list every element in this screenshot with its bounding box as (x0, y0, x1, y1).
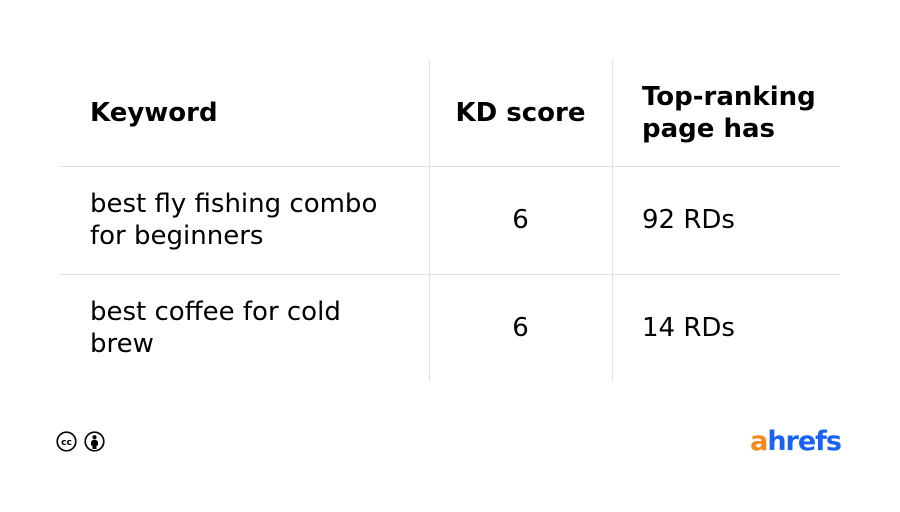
ahrefs-logo: ahrefs (750, 426, 842, 457)
ahrefs-logo-a: a (750, 426, 768, 457)
cc-icon: cc (56, 431, 77, 452)
column-header-kd-score: KD score (429, 60, 612, 166)
table-row-1-kd-score-cell: 6 (429, 166, 612, 274)
svg-text:cc: cc (61, 437, 72, 448)
column-header-top-ranking: Top-ranking page has (612, 60, 840, 166)
kd-score-value: 6 (512, 205, 529, 235)
kd-score-value: 6 (512, 312, 529, 343)
rds-value: 92 RDs (642, 205, 735, 235)
attribution-icon (84, 431, 105, 452)
table-row-2-kd-score-cell: 6 (429, 274, 612, 381)
column-header-kd-score-label: KD score (455, 98, 586, 128)
column-divider (428, 60, 430, 381)
row-divider (60, 165, 840, 167)
column-divider (611, 60, 613, 381)
ahrefs-logo-hrefs: hrefs (767, 426, 842, 457)
keyword-difficulty-table: Keyword KD score Top-ranking page has be… (60, 60, 840, 381)
column-header-keyword: Keyword (60, 60, 429, 166)
table-row-1-keyword-cell: best fly fishing combo for beginners (60, 166, 429, 274)
keyword-value: best coffee for cold brew (90, 296, 341, 359)
table-row-2-keyword-cell: best coffee for cold brew (60, 274, 429, 381)
table-row-1-rds-cell: 92 RDs (612, 166, 840, 274)
row-divider (60, 273, 840, 275)
rds-value: 14 RDs (642, 312, 735, 343)
column-header-keyword-label: Keyword (90, 98, 218, 128)
column-header-top-ranking-label: Top-ranking page has (642, 82, 816, 144)
cc-license-badge: cc (56, 431, 105, 452)
keyword-value: best fly fishing combo for beginners (90, 189, 378, 251)
table-row-2-rds-cell: 14 RDs (612, 274, 840, 381)
